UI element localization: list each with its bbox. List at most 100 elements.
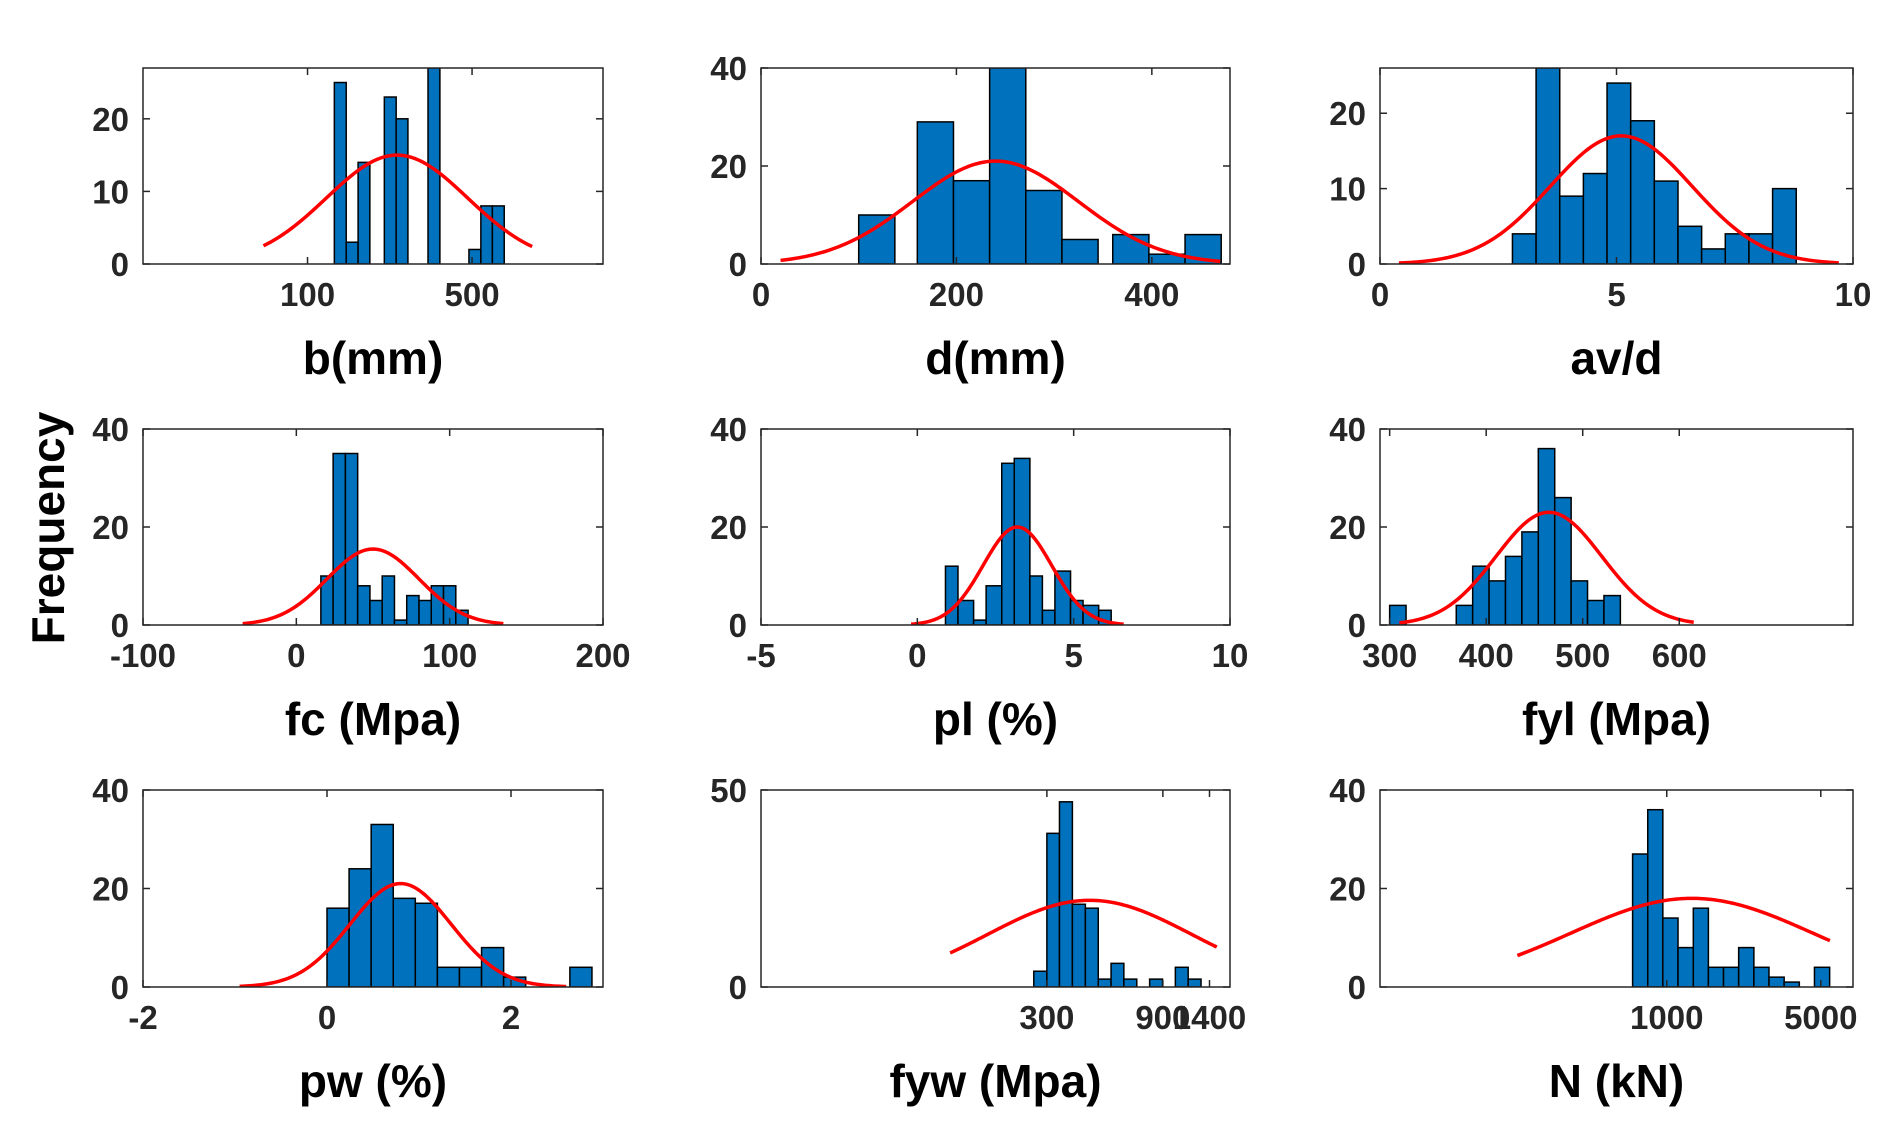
x-tick-label: 900: [1135, 999, 1190, 1036]
histogram-bar: [1586, 599, 1605, 625]
histogram-bar: [381, 575, 396, 625]
histogram-bar: [1521, 531, 1540, 625]
y-tick-label: 40: [710, 50, 747, 87]
panel-n-kn: 1000 5000 0 20 40 N (kN): [1329, 772, 1857, 1107]
plot-area-b-mm: [262, 68, 533, 264]
y-tick-label: 50: [710, 772, 747, 809]
panel-fyl-mpa: 300 400 500 600 0 20 40 fyl (Mpa): [1329, 411, 1854, 745]
histogram-bar: [418, 599, 433, 625]
histogram-bar: [1046, 832, 1061, 987]
histogram-bar: [357, 161, 371, 264]
histogram-bar: [569, 966, 593, 987]
histogram-bar: [1692, 907, 1710, 987]
histogram-bar: [952, 179, 991, 264]
histogram-bar: [405, 594, 420, 625]
histogram-bar: [1783, 981, 1801, 987]
histogram-bar: [1013, 457, 1031, 625]
x-tick-label: 5000: [1784, 999, 1857, 1036]
histogram-bar: [1707, 966, 1725, 987]
shared-y-axis-label: Frequency: [22, 411, 74, 644]
axes-frame: [142, 67, 604, 265]
x-axis-label: b(mm): [303, 332, 444, 384]
plot-area-fyl-mpa: [1388, 447, 1694, 625]
y-tick-label: 0: [1348, 607, 1366, 644]
histogram-bar: [1553, 496, 1572, 625]
x-tick-label: 0: [752, 276, 770, 313]
y-tick-label: 0: [111, 246, 129, 283]
x-tick-label: 500: [1555, 637, 1610, 674]
histogram-bar: [344, 452, 359, 625]
histogram-bar: [1535, 68, 1561, 264]
x-tick-label: 0: [318, 999, 336, 1036]
y-tick-label: 20: [1329, 871, 1366, 908]
fit-curve: [780, 159, 1221, 264]
y-tick-label: 20: [1329, 509, 1366, 546]
histogram-bar: [957, 599, 975, 625]
histogram-bar: [1603, 594, 1622, 625]
x-tick-label: 200: [929, 276, 984, 313]
histogram-bar: [1537, 447, 1556, 625]
histogram-bar: [1033, 970, 1048, 987]
histogram-bar: [1187, 978, 1202, 987]
histogram-bar: [1029, 575, 1044, 625]
histogram-bar: [1753, 966, 1770, 987]
histogram-bar: [1662, 917, 1679, 987]
y-tick-label: 40: [710, 411, 747, 448]
y-tick-label: 40: [92, 772, 129, 809]
histogram-bar: [1606, 82, 1632, 264]
x-axis-label: fyl (Mpa): [1522, 693, 1711, 745]
histogram-bar: [383, 96, 397, 264]
histogram-bar: [1025, 189, 1063, 264]
y-tick-label: 20: [92, 871, 129, 908]
x-tick-label: 0: [1371, 276, 1389, 313]
fit-curve: [1398, 134, 1839, 264]
histogram-bar: [333, 81, 347, 264]
plot-area-pw: [239, 823, 593, 987]
histogram-bar: [1647, 808, 1664, 987]
histogram-bar: [1570, 580, 1589, 625]
histogram-bar: [1174, 966, 1189, 987]
histogram-bar: [1054, 570, 1072, 625]
histogram-bar: [458, 966, 483, 987]
x-tick-label: 10: [1212, 637, 1249, 674]
histogram-bar: [1041, 609, 1056, 625]
x-tick-label: 400: [1459, 637, 1514, 674]
histogram-bar: [491, 205, 505, 264]
histogram-bar: [1110, 962, 1125, 987]
x-tick-label: 5: [1607, 276, 1625, 313]
histogram-bar: [1058, 801, 1074, 987]
y-tick-label: 20: [1329, 95, 1366, 132]
plot-area-fyw-mpa: [949, 801, 1218, 987]
x-tick-label: 100: [280, 276, 335, 313]
plot-area-pl: [910, 457, 1125, 625]
x-tick-label: 600: [1652, 637, 1707, 674]
panel-av-d: 0 5 10 0 10 20 av/d: [1329, 67, 1871, 384]
y-tick-label: 40: [92, 411, 129, 448]
x-tick-label: 5: [1064, 637, 1082, 674]
panel-d-mm: 0 200 400 0 20 40 d(mm): [710, 50, 1231, 384]
histogram-bar: [1677, 225, 1703, 264]
x-axis-label: d(mm): [925, 332, 1066, 384]
fit-curve: [1516, 896, 1831, 958]
histogram-bar: [1700, 248, 1727, 264]
fit-curve: [242, 547, 504, 625]
histogram-bar: [332, 452, 347, 625]
histogram-bar: [436, 966, 461, 987]
x-tick-label: 2: [502, 999, 520, 1036]
x-axis-label: N (kN): [1549, 1055, 1684, 1107]
histogram-bar: [392, 897, 417, 987]
y-tick-label: 0: [729, 607, 747, 644]
histogram-bar: [1722, 966, 1740, 987]
x-axis-label: pw (%): [299, 1055, 447, 1107]
x-tick-label: 1400: [1173, 999, 1246, 1036]
histogram-bar: [468, 248, 482, 264]
histogram-bar: [348, 868, 372, 987]
x-tick-label: 500: [445, 276, 500, 313]
histogram-bar: [1631, 853, 1649, 987]
histogram-bar: [1123, 978, 1138, 987]
y-tick-label: 40: [1329, 411, 1366, 448]
